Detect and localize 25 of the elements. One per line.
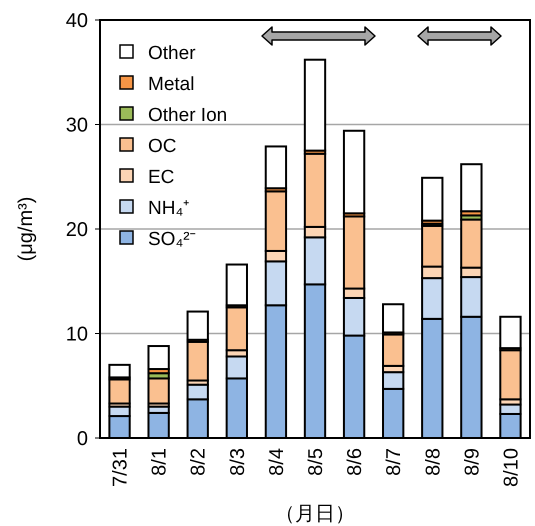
y-tick-label: 20 <box>66 219 88 241</box>
y-axis-title: (μg/m³) <box>15 196 37 262</box>
x-tick-label: 8/6 <box>344 448 366 476</box>
x-tick-label: 8/10 <box>500 448 522 487</box>
y-tick-label: 10 <box>66 324 88 346</box>
legend-label: NH₄⁺ <box>148 198 190 219</box>
x-tick-label: 8/2 <box>188 448 210 476</box>
y-tick-label: 30 <box>66 114 88 136</box>
legend-label: Metal <box>148 74 194 95</box>
x-tick-label: 7/31 <box>110 448 132 487</box>
legend-label: SO₄²⁻ <box>148 229 196 250</box>
x-tick-label: 8/5 <box>305 448 327 476</box>
legend-label: OC <box>148 136 176 157</box>
legend-label: Other <box>148 43 196 64</box>
y-tick-label: 40 <box>66 10 88 32</box>
x-tick-label: 8/3 <box>226 448 249 476</box>
legend-label: EC <box>148 167 174 188</box>
x-tick-label: 8/9 <box>461 448 484 476</box>
x-tick-label: 8/7 <box>383 448 406 476</box>
x-tick-label: 8/8 <box>422 448 444 476</box>
y-tick-label: 0 <box>76 428 88 450</box>
x-axis-title: （月日） <box>275 503 355 525</box>
legend-label: Other Ion <box>148 105 228 126</box>
x-tick-label: 8/4 <box>266 448 288 476</box>
x-tick-label: 8/1 <box>148 448 171 476</box>
